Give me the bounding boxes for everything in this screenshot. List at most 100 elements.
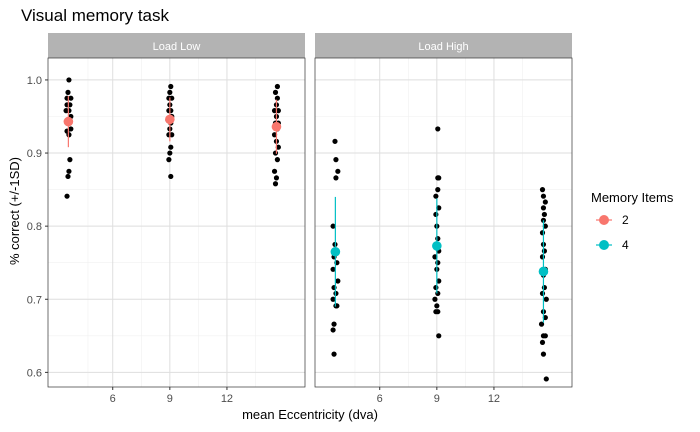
- data-point: [168, 108, 174, 114]
- data-point: [435, 260, 441, 266]
- data-point: [68, 126, 74, 132]
- y-tick-label: 0.9: [27, 148, 42, 160]
- data-point: [433, 211, 439, 218]
- data-point: [274, 95, 280, 101]
- facet-label: Load High: [418, 41, 468, 53]
- panels-layer: Load Low 6 9 12 Load High 6 9 12: [47, 33, 573, 405]
- data-point: [167, 150, 173, 156]
- data-point: [436, 205, 442, 211]
- data-point: [542, 314, 548, 321]
- panel-border: [314, 57, 573, 388]
- x-tick-label: 6: [110, 393, 116, 405]
- data-point: [435, 126, 441, 132]
- data-point: [65, 173, 71, 180]
- mean-point: [432, 241, 442, 251]
- y-axis: 0.6 0.7 0.8 0.9 1.0: [27, 75, 48, 379]
- x-tick-label: 12: [488, 393, 500, 405]
- panel-border: [47, 57, 306, 388]
- data-point: [539, 254, 546, 260]
- y-tick-label: 0.7: [27, 294, 42, 306]
- data-point: [274, 157, 280, 163]
- data-point: [432, 296, 438, 302]
- data-point: [434, 303, 440, 309]
- legend-title: Memory Items: [591, 190, 674, 205]
- y-tick-label: 1.0: [27, 75, 42, 87]
- legend-key: [599, 215, 609, 225]
- x-tick-label: 9: [167, 393, 173, 405]
- facet-strip: [315, 33, 572, 58]
- data-point: [166, 157, 172, 163]
- data-point: [543, 376, 549, 382]
- data-point: [335, 168, 341, 174]
- panel-0: Load Low 6 9 12: [47, 33, 306, 405]
- mean-point: [330, 246, 341, 257]
- data-point: [271, 132, 278, 138]
- data-point: [331, 321, 337, 327]
- mean-point: [165, 114, 175, 125]
- data-point: [433, 193, 439, 199]
- data-point: [541, 248, 547, 254]
- y-tick-label: 0.8: [27, 221, 42, 233]
- data-point: [330, 327, 336, 333]
- y-tick-label: 0.6: [27, 367, 42, 379]
- data-point: [435, 309, 441, 315]
- data-point: [65, 89, 71, 95]
- facet-strip: [48, 33, 305, 58]
- data-point: [541, 211, 547, 218]
- data-point: [436, 278, 442, 284]
- data-point: [432, 254, 438, 260]
- plot-area: [315, 58, 572, 387]
- x-axis-title: mean Eccentricity (dva): [242, 407, 378, 422]
- data-point: [541, 284, 547, 291]
- data-point: [435, 187, 441, 193]
- legend-label: 2: [622, 213, 629, 227]
- data-point: [332, 138, 338, 144]
- data-point: [168, 144, 174, 150]
- data-point: [169, 132, 175, 138]
- data-point: [67, 157, 73, 163]
- data-point: [435, 235, 441, 242]
- data-point: [275, 144, 281, 150]
- data-point: [272, 181, 279, 187]
- mean-point: [271, 121, 282, 132]
- data-point: [540, 205, 547, 211]
- data-point: [331, 351, 337, 357]
- data-point: [167, 89, 173, 95]
- legend-label: 4: [622, 238, 629, 252]
- data-point: [436, 175, 442, 181]
- data-point: [66, 77, 72, 83]
- data-point: [68, 95, 74, 101]
- y-axis-title: % correct (+/-1SD): [7, 157, 22, 265]
- legend-key: [599, 240, 609, 250]
- data-point: [540, 351, 547, 357]
- data-point: [539, 339, 546, 346]
- data-point: [272, 89, 279, 95]
- x-tick-label: 12: [221, 393, 233, 405]
- data-point: [271, 168, 278, 174]
- x-tick-label: 9: [434, 393, 440, 405]
- plot-area: [48, 58, 305, 387]
- panel-1: Load High 6 9 12: [314, 33, 573, 405]
- legend: 24: [596, 213, 629, 252]
- data-point: [66, 168, 72, 174]
- data-point: [540, 193, 547, 199]
- data-point: [330, 223, 336, 229]
- data-point: [335, 278, 341, 284]
- data-point: [333, 175, 339, 181]
- data-point: [330, 296, 336, 302]
- data-point: [543, 296, 549, 302]
- data-point: [433, 284, 439, 291]
- data-point: [435, 290, 441, 297]
- data-point: [436, 333, 442, 339]
- data-point: [542, 199, 548, 205]
- data-point: [169, 95, 175, 101]
- data-point: [542, 333, 548, 339]
- data-point: [272, 150, 279, 156]
- data-point: [333, 157, 339, 163]
- data-point: [538, 321, 545, 327]
- data-point: [273, 175, 280, 181]
- data-point: [274, 83, 280, 90]
- data-point: [64, 193, 70, 199]
- data-point: [542, 223, 548, 229]
